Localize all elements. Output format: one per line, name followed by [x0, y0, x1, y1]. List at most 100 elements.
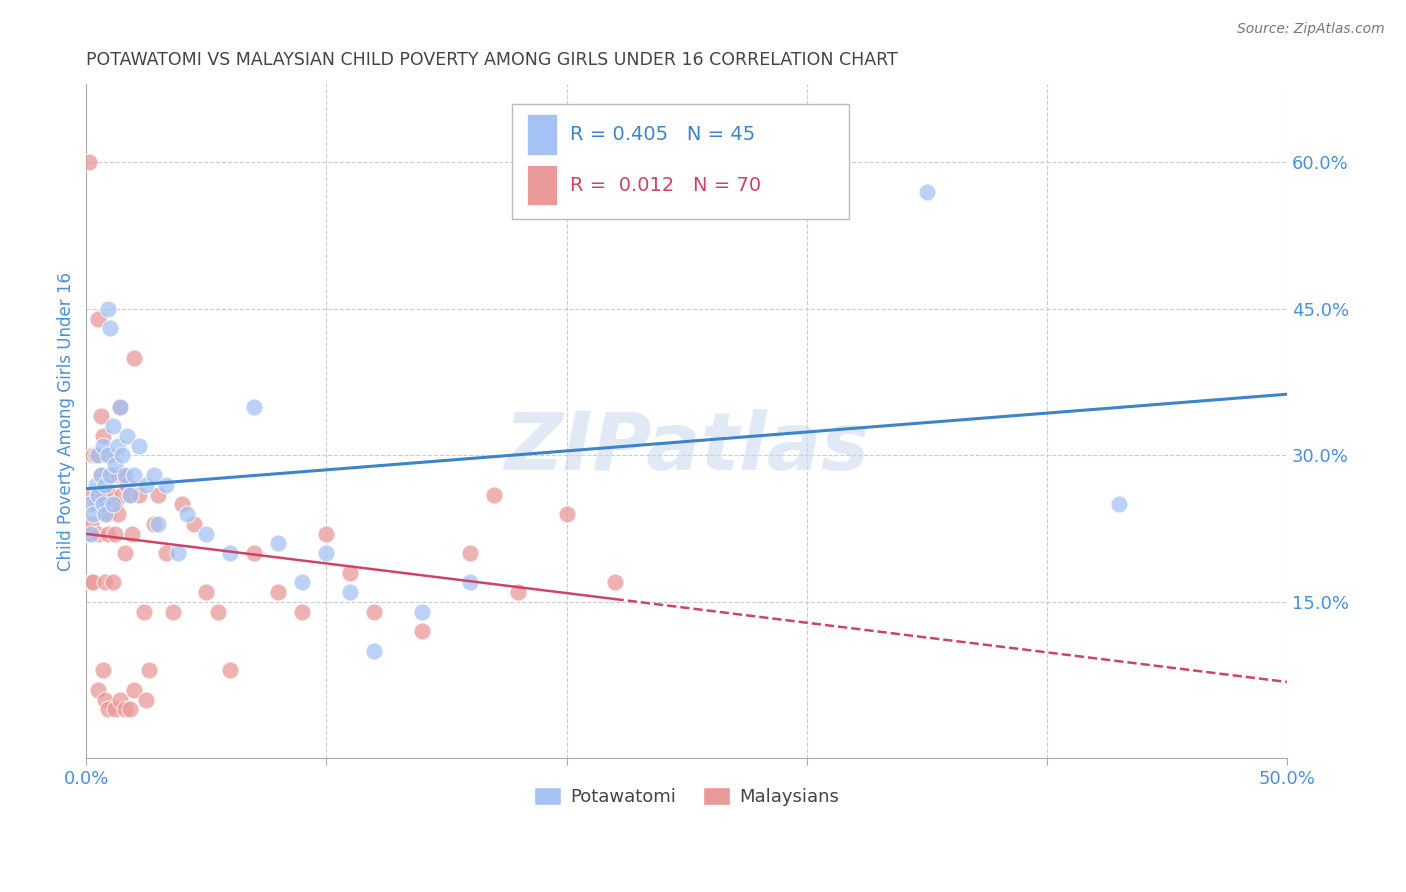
Point	[101, 575, 124, 590]
Point	[94, 477, 117, 491]
Point	[77, 155, 100, 169]
Point	[339, 566, 361, 580]
Point	[915, 185, 938, 199]
Point	[84, 449, 107, 463]
Point	[118, 702, 141, 716]
Point	[111, 467, 134, 482]
Text: R = 0.405   N = 45: R = 0.405 N = 45	[569, 125, 755, 145]
Point	[91, 487, 114, 501]
Point	[267, 585, 290, 599]
Point	[114, 702, 136, 716]
Point	[80, 575, 103, 590]
Point	[82, 449, 104, 463]
Point	[166, 546, 188, 560]
Point	[87, 682, 110, 697]
Point	[172, 497, 194, 511]
Point	[363, 605, 385, 619]
Point	[128, 439, 150, 453]
Point	[108, 692, 131, 706]
Point	[411, 624, 433, 639]
Point	[107, 439, 129, 453]
Point	[104, 702, 127, 716]
Point	[97, 301, 120, 316]
Point	[97, 507, 120, 521]
Point	[115, 477, 138, 491]
Point	[627, 175, 650, 189]
Point	[219, 546, 242, 560]
Text: ZIPatlas: ZIPatlas	[505, 409, 869, 487]
Point	[82, 507, 104, 521]
Point	[155, 546, 177, 560]
Point	[267, 536, 290, 550]
Point	[98, 467, 121, 482]
Point	[124, 351, 146, 365]
Point	[460, 575, 482, 590]
Point	[603, 575, 626, 590]
Point	[148, 487, 170, 501]
FancyBboxPatch shape	[527, 165, 557, 205]
Point	[142, 516, 165, 531]
Point	[508, 585, 530, 599]
Point	[148, 516, 170, 531]
FancyBboxPatch shape	[527, 114, 557, 155]
Y-axis label: Child Poverty Among Girls Under 16: Child Poverty Among Girls Under 16	[58, 272, 75, 571]
Point	[114, 546, 136, 560]
Point	[77, 526, 100, 541]
Point	[219, 664, 242, 678]
Point	[118, 487, 141, 501]
Point	[90, 467, 112, 482]
Point	[124, 467, 146, 482]
Text: POTAWATOMI VS MALAYSIAN CHILD POVERTY AMONG GIRLS UNDER 16 CORRELATION CHART: POTAWATOMI VS MALAYSIAN CHILD POVERTY AM…	[86, 51, 898, 69]
Point	[135, 692, 157, 706]
FancyBboxPatch shape	[512, 104, 849, 219]
Point	[80, 526, 103, 541]
Point	[98, 449, 121, 463]
Text: R =  0.012   N = 70: R = 0.012 N = 70	[569, 176, 761, 194]
Point	[138, 664, 160, 678]
Point	[484, 487, 506, 501]
Point	[87, 526, 110, 541]
Point	[315, 526, 337, 541]
Point	[243, 400, 266, 414]
Point	[162, 605, 184, 619]
Point	[118, 487, 141, 501]
Point	[84, 497, 107, 511]
Point	[101, 467, 124, 482]
Point	[1108, 497, 1130, 511]
Point	[339, 585, 361, 599]
Point	[94, 497, 117, 511]
Point	[91, 497, 114, 511]
Point	[111, 487, 134, 501]
Point	[97, 449, 120, 463]
Legend: Potawatomi, Malaysians: Potawatomi, Malaysians	[527, 780, 846, 814]
Point	[176, 507, 198, 521]
Point	[108, 400, 131, 414]
Point	[107, 507, 129, 521]
Point	[87, 487, 110, 501]
Point	[132, 605, 155, 619]
Point	[104, 458, 127, 473]
Point	[124, 682, 146, 697]
Point	[291, 575, 314, 590]
Point	[411, 605, 433, 619]
Point	[195, 585, 218, 599]
Point	[460, 546, 482, 560]
Point	[142, 467, 165, 482]
Point	[101, 497, 124, 511]
Point	[104, 497, 127, 511]
Point	[87, 449, 110, 463]
Point	[77, 497, 100, 511]
Point	[91, 439, 114, 453]
Point	[121, 526, 143, 541]
Point	[104, 526, 127, 541]
Point	[243, 546, 266, 560]
Point	[363, 644, 385, 658]
Point	[82, 575, 104, 590]
Point	[98, 487, 121, 501]
Point	[108, 400, 131, 414]
Point	[87, 487, 110, 501]
Point	[114, 467, 136, 482]
Point	[107, 467, 129, 482]
Point	[90, 467, 112, 482]
Point	[94, 575, 117, 590]
